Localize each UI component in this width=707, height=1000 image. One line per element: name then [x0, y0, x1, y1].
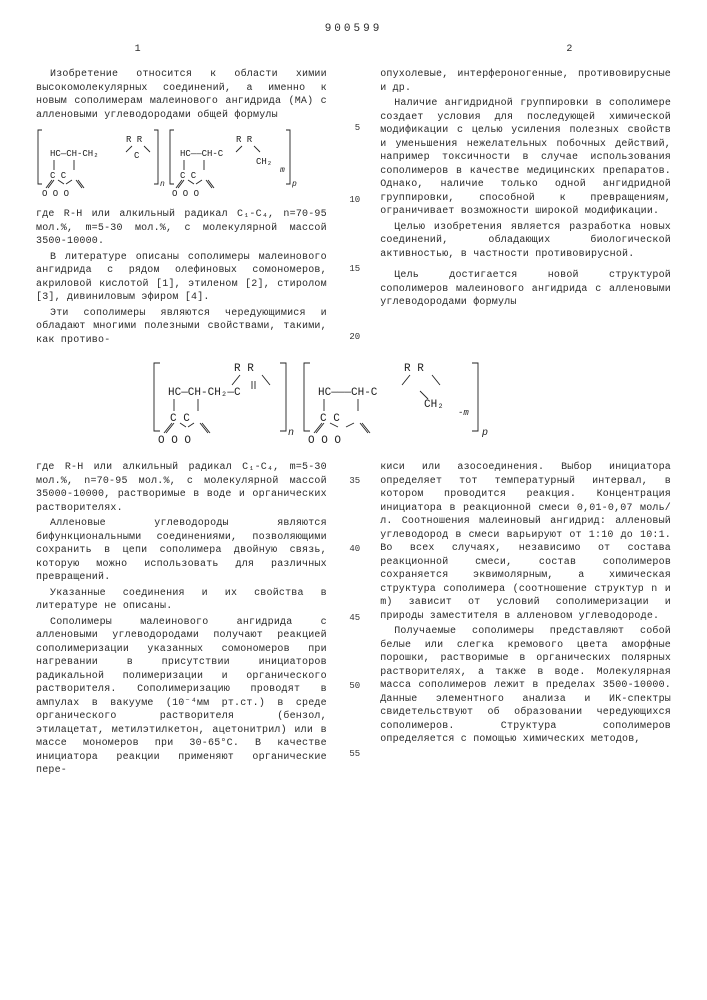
svg-text:n: n [160, 180, 165, 189]
line-numbers-lower: 35 40 45 50 55 [347, 461, 360, 780]
page-header: 1 2 [36, 43, 671, 57]
left-column-lower: где R-H или алкильный радикал C₁-C₄, m=5… [36, 461, 327, 780]
svg-text:C C: C C [180, 171, 197, 181]
svg-text:-m: -m [458, 408, 469, 418]
paragraph: где R-H или алкильный радикал C₁-C₄, m=5… [36, 461, 327, 515]
paragraph: Цель достигается новой структурой сополи… [380, 269, 671, 310]
svg-text:O O O: O O O [172, 189, 199, 199]
svg-text:O O O: O O O [308, 435, 341, 447]
page: 900599 1 2 Изобретение относится к облас… [0, 0, 707, 810]
document-number: 900599 [36, 22, 671, 37]
paragraph: Алленовые углеводороды являются бифункци… [36, 517, 327, 585]
svg-text:R R: R R [404, 363, 424, 375]
line-number: 45 [347, 612, 360, 624]
lower-columns: где R-H или алкильный радикал C₁-C₄, m=5… [36, 461, 671, 780]
chemical-formula-wide: R R HC—CH-CH₂—C C C O O O n R R HC— [36, 355, 671, 453]
line-number: 35 [347, 475, 360, 487]
paragraph: Получаемые сополимеры представляют собой… [380, 625, 671, 747]
svg-text:HC——CH-C: HC——CH-C [180, 149, 224, 159]
page-number-left: 1 [36, 43, 239, 57]
chemical-formula-small: HC—CH-CH₂ R R C C C O O O [36, 124, 327, 208]
svg-text:HC—CH-CH₂: HC—CH-CH₂ [50, 149, 99, 159]
paragraph: Сополимеры малеинового ангидрида с аллен… [36, 616, 327, 778]
paragraph: Изобретение относится к области химии вы… [36, 68, 327, 122]
svg-text:CH₂: CH₂ [256, 157, 272, 167]
svg-text:C C: C C [50, 171, 67, 181]
line-number: 55 [347, 748, 360, 760]
svg-text:HC———CH-C: HC———CH-C [318, 387, 378, 399]
paragraph: где R-H или алкильный радикал C₁-C₄, n=7… [36, 208, 327, 249]
page-number-right: 2 [468, 43, 671, 57]
line-number: 40 [347, 543, 360, 555]
svg-text:m: m [280, 166, 285, 175]
right-column-lower: киси или азосоединения. Выбор инициатора… [380, 461, 671, 780]
paragraph: киси или азосоединения. Выбор инициатора… [380, 461, 671, 623]
svg-text:O O O: O O O [158, 435, 191, 447]
svg-text:HC—CH-CH₂—C: HC—CH-CH₂—C [168, 387, 241, 399]
left-column-upper: Изобретение относится к области химии вы… [36, 68, 327, 349]
upper-columns: Изобретение относится к области химии вы… [36, 68, 671, 349]
line-number: 20 [347, 331, 360, 343]
paragraph: опухолевые, интерфероногенные, противови… [380, 68, 671, 95]
line-number: 50 [347, 680, 360, 692]
svg-text:R R: R R [236, 135, 253, 145]
paragraph: Указанные соединения и их свойства в лит… [36, 587, 327, 614]
paragraph: Наличие ангидридной группировки в сополи… [380, 97, 671, 219]
svg-text:p: p [291, 180, 297, 189]
line-number: 10 [347, 194, 360, 206]
line-number: 15 [347, 263, 360, 275]
svg-text:CH₂: CH₂ [424, 399, 444, 411]
paragraph: Целью изобретения является разработка но… [380, 221, 671, 262]
right-column-upper: опухолевые, интерфероногенные, противови… [380, 68, 671, 349]
paragraph: В литературе описаны сополимеры малеинов… [36, 251, 327, 305]
svg-text:R R: R R [126, 135, 143, 145]
paragraph: Эти сополимеры являются чередующимися и … [36, 307, 327, 348]
svg-text:p: p [481, 428, 488, 439]
svg-text:O O O: O O O [42, 189, 69, 199]
svg-text:C: C [134, 151, 140, 161]
svg-text:n: n [288, 428, 294, 439]
svg-text:R R: R R [234, 363, 254, 375]
line-numbers-upper: 5 10 15 20 [347, 68, 360, 349]
line-number: 5 [347, 122, 360, 134]
